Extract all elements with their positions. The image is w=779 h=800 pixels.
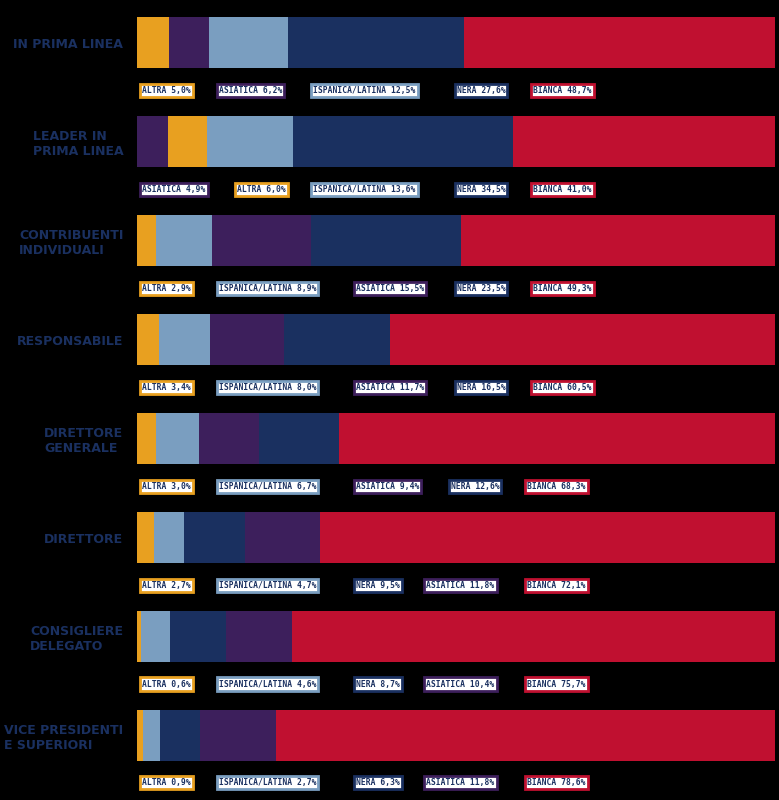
Text: NERA 16,5%: NERA 16,5% [456, 382, 506, 392]
Text: ASIATICA 9,4%: ASIATICA 9,4% [356, 482, 419, 490]
Bar [137, 772, 775, 794]
Text: ISPANICA/LATINA 13,6%: ISPANICA/LATINA 13,6% [313, 185, 416, 194]
Text: ASIATICA 10,4%: ASIATICA 10,4% [426, 679, 495, 689]
Text: NERA 8,7%: NERA 8,7% [356, 679, 400, 689]
Bar [288, 17, 464, 69]
Text: ASIATICA 11,8%: ASIATICA 11,8% [426, 778, 495, 787]
Bar [141, 610, 171, 662]
Bar [199, 413, 259, 464]
Text: ALTRA 2,9%: ALTRA 2,9% [143, 284, 191, 293]
Bar [513, 116, 775, 167]
Bar [171, 610, 226, 662]
Bar [169, 17, 209, 69]
Text: ALTRA 0,6%: ALTRA 0,6% [143, 679, 191, 689]
Bar [259, 413, 340, 464]
Bar [137, 512, 154, 563]
Bar [292, 610, 775, 662]
Text: NERA 34,5%: NERA 34,5% [456, 185, 506, 194]
Bar [464, 17, 775, 69]
Text: NERA 9,5%: NERA 9,5% [356, 581, 400, 590]
Text: ASIATICA 11,7%: ASIATICA 11,7% [356, 382, 424, 392]
Bar [137, 610, 141, 662]
Bar [320, 512, 779, 563]
Text: ASIATICA 4,9%: ASIATICA 4,9% [143, 185, 206, 194]
Text: BIANCA 41,0%: BIANCA 41,0% [533, 185, 592, 194]
Bar [160, 710, 200, 761]
Bar [137, 413, 157, 464]
Bar [461, 215, 775, 266]
Text: ALTRA 2,7%: ALTRA 2,7% [143, 581, 191, 590]
Bar [226, 610, 292, 662]
Bar [137, 475, 775, 497]
Bar [390, 314, 775, 366]
Text: NERA 27,6%: NERA 27,6% [456, 86, 506, 94]
Text: ALTRA 5,0%: ALTRA 5,0% [143, 86, 191, 94]
Bar [245, 512, 320, 563]
Text: BIANCA 48,7%: BIANCA 48,7% [533, 86, 592, 94]
Text: ASIATICA 11,8%: ASIATICA 11,8% [426, 581, 495, 590]
Bar [159, 314, 210, 366]
Bar [210, 314, 284, 366]
Bar [137, 376, 775, 398]
Bar [137, 574, 775, 596]
Bar [157, 413, 199, 464]
Bar [206, 116, 294, 167]
Text: ISPANICA/LATINA 4,7%: ISPANICA/LATINA 4,7% [219, 581, 316, 590]
Text: ISPANICA/LATINA 6,7%: ISPANICA/LATINA 6,7% [219, 482, 316, 490]
Bar [276, 710, 777, 761]
Bar [137, 710, 143, 761]
Bar [340, 413, 775, 464]
Bar [137, 178, 775, 200]
Bar [137, 17, 169, 69]
Text: ALTRA 3,0%: ALTRA 3,0% [143, 482, 191, 490]
Bar [137, 215, 156, 266]
Text: NERA 6,3%: NERA 6,3% [356, 778, 400, 787]
Bar [156, 215, 213, 266]
Text: ASIATICA 15,5%: ASIATICA 15,5% [356, 284, 424, 293]
Text: BIANCA 60,5%: BIANCA 60,5% [533, 382, 592, 392]
Bar [143, 710, 160, 761]
Bar [137, 673, 775, 695]
Bar [154, 512, 185, 563]
Bar [137, 116, 168, 167]
Bar [284, 314, 390, 366]
Text: ISPANICA/LATINA 2,7%: ISPANICA/LATINA 2,7% [219, 778, 316, 787]
Text: ISPANICA/LATINA 12,5%: ISPANICA/LATINA 12,5% [313, 86, 416, 94]
Bar [213, 215, 312, 266]
Bar [137, 79, 775, 101]
Bar [137, 314, 159, 366]
Bar [209, 17, 288, 69]
Bar [200, 710, 276, 761]
Text: BIANCA 75,7%: BIANCA 75,7% [527, 679, 586, 689]
Bar [312, 215, 461, 266]
Text: BIANCA 72,1%: BIANCA 72,1% [527, 581, 586, 590]
Bar [137, 278, 775, 299]
Text: NERA 23,5%: NERA 23,5% [456, 284, 506, 293]
Text: ISPANICA/LATINA 8,9%: ISPANICA/LATINA 8,9% [219, 284, 316, 293]
Bar [168, 116, 206, 167]
Text: ASIATICA 6,2%: ASIATICA 6,2% [219, 86, 282, 94]
Text: ALTRA 3,4%: ALTRA 3,4% [143, 382, 191, 392]
Text: BIANCA 78,6%: BIANCA 78,6% [527, 778, 586, 787]
Text: ISPANICA/LATINA 8,0%: ISPANICA/LATINA 8,0% [219, 382, 316, 392]
Text: ALTRA 6,0%: ALTRA 6,0% [237, 185, 286, 194]
Text: NERA 12,6%: NERA 12,6% [450, 482, 499, 490]
Bar [294, 116, 513, 167]
Text: ALTRA 0,9%: ALTRA 0,9% [143, 778, 191, 787]
Bar [185, 512, 245, 563]
Text: ISPANICA/LATINA 4,6%: ISPANICA/LATINA 4,6% [219, 679, 316, 689]
Text: BIANCA 68,3%: BIANCA 68,3% [527, 482, 586, 490]
Text: BIANCA 49,3%: BIANCA 49,3% [533, 284, 592, 293]
